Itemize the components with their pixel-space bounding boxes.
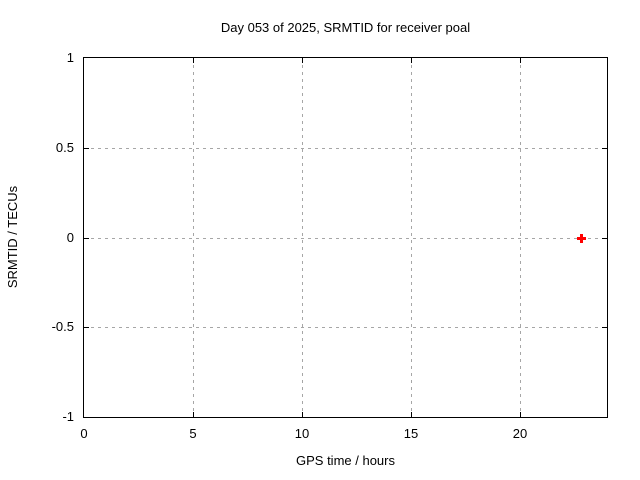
y-tick-mark: [84, 148, 89, 149]
plot-area: 0 5 10 15 20 1 0.5 0 -0.5 -1: [52, 50, 608, 441]
x-tick-mark: [302, 58, 303, 63]
y-axis-label: SRMTID / TECUs: [5, 185, 20, 289]
x-tick-mark: [411, 58, 412, 63]
gridline-vertical: [411, 58, 412, 417]
gridline-vertical: [520, 58, 521, 417]
x-tick-mark: [193, 58, 194, 63]
y-tick-mark: [602, 148, 607, 149]
x-tick-label: 20: [512, 426, 528, 441]
x-axis-label: GPS time / hours: [296, 453, 395, 468]
gridline-vertical: [302, 58, 303, 417]
x-tick-mark: [411, 412, 412, 417]
y-tick-mark: [84, 238, 89, 239]
x-tick-mark: [193, 412, 194, 417]
y-tick-label: 1: [66, 50, 74, 65]
x-tick-mark: [302, 412, 303, 417]
x-tick-mark: [520, 58, 521, 63]
x-tick-label: 5: [189, 426, 197, 441]
x-tick-mark: [520, 412, 521, 417]
gridline-horizontal: [84, 327, 607, 328]
gridline-horizontal: [84, 238, 607, 239]
y-tick-label: -1: [62, 409, 74, 424]
chart-title: Day 053 of 2025, SRMTID for receiver poa…: [220, 20, 471, 35]
gridline-vertical: [193, 58, 194, 417]
gridline-horizontal: [84, 148, 607, 149]
x-tick-label: 10: [294, 426, 310, 441]
x-tick-label: 15: [403, 426, 419, 441]
y-tick-label: 0: [66, 230, 74, 245]
data-point-marker: [577, 234, 586, 243]
marker-bar: [580, 234, 583, 243]
y-tick-mark: [602, 327, 607, 328]
y-tick-mark: [602, 238, 607, 239]
y-tick-label: 0.5: [55, 140, 74, 155]
x-tick-label: 0: [80, 426, 88, 441]
y-tick-mark: [84, 327, 89, 328]
y-tick-label: -0.5: [51, 319, 74, 334]
